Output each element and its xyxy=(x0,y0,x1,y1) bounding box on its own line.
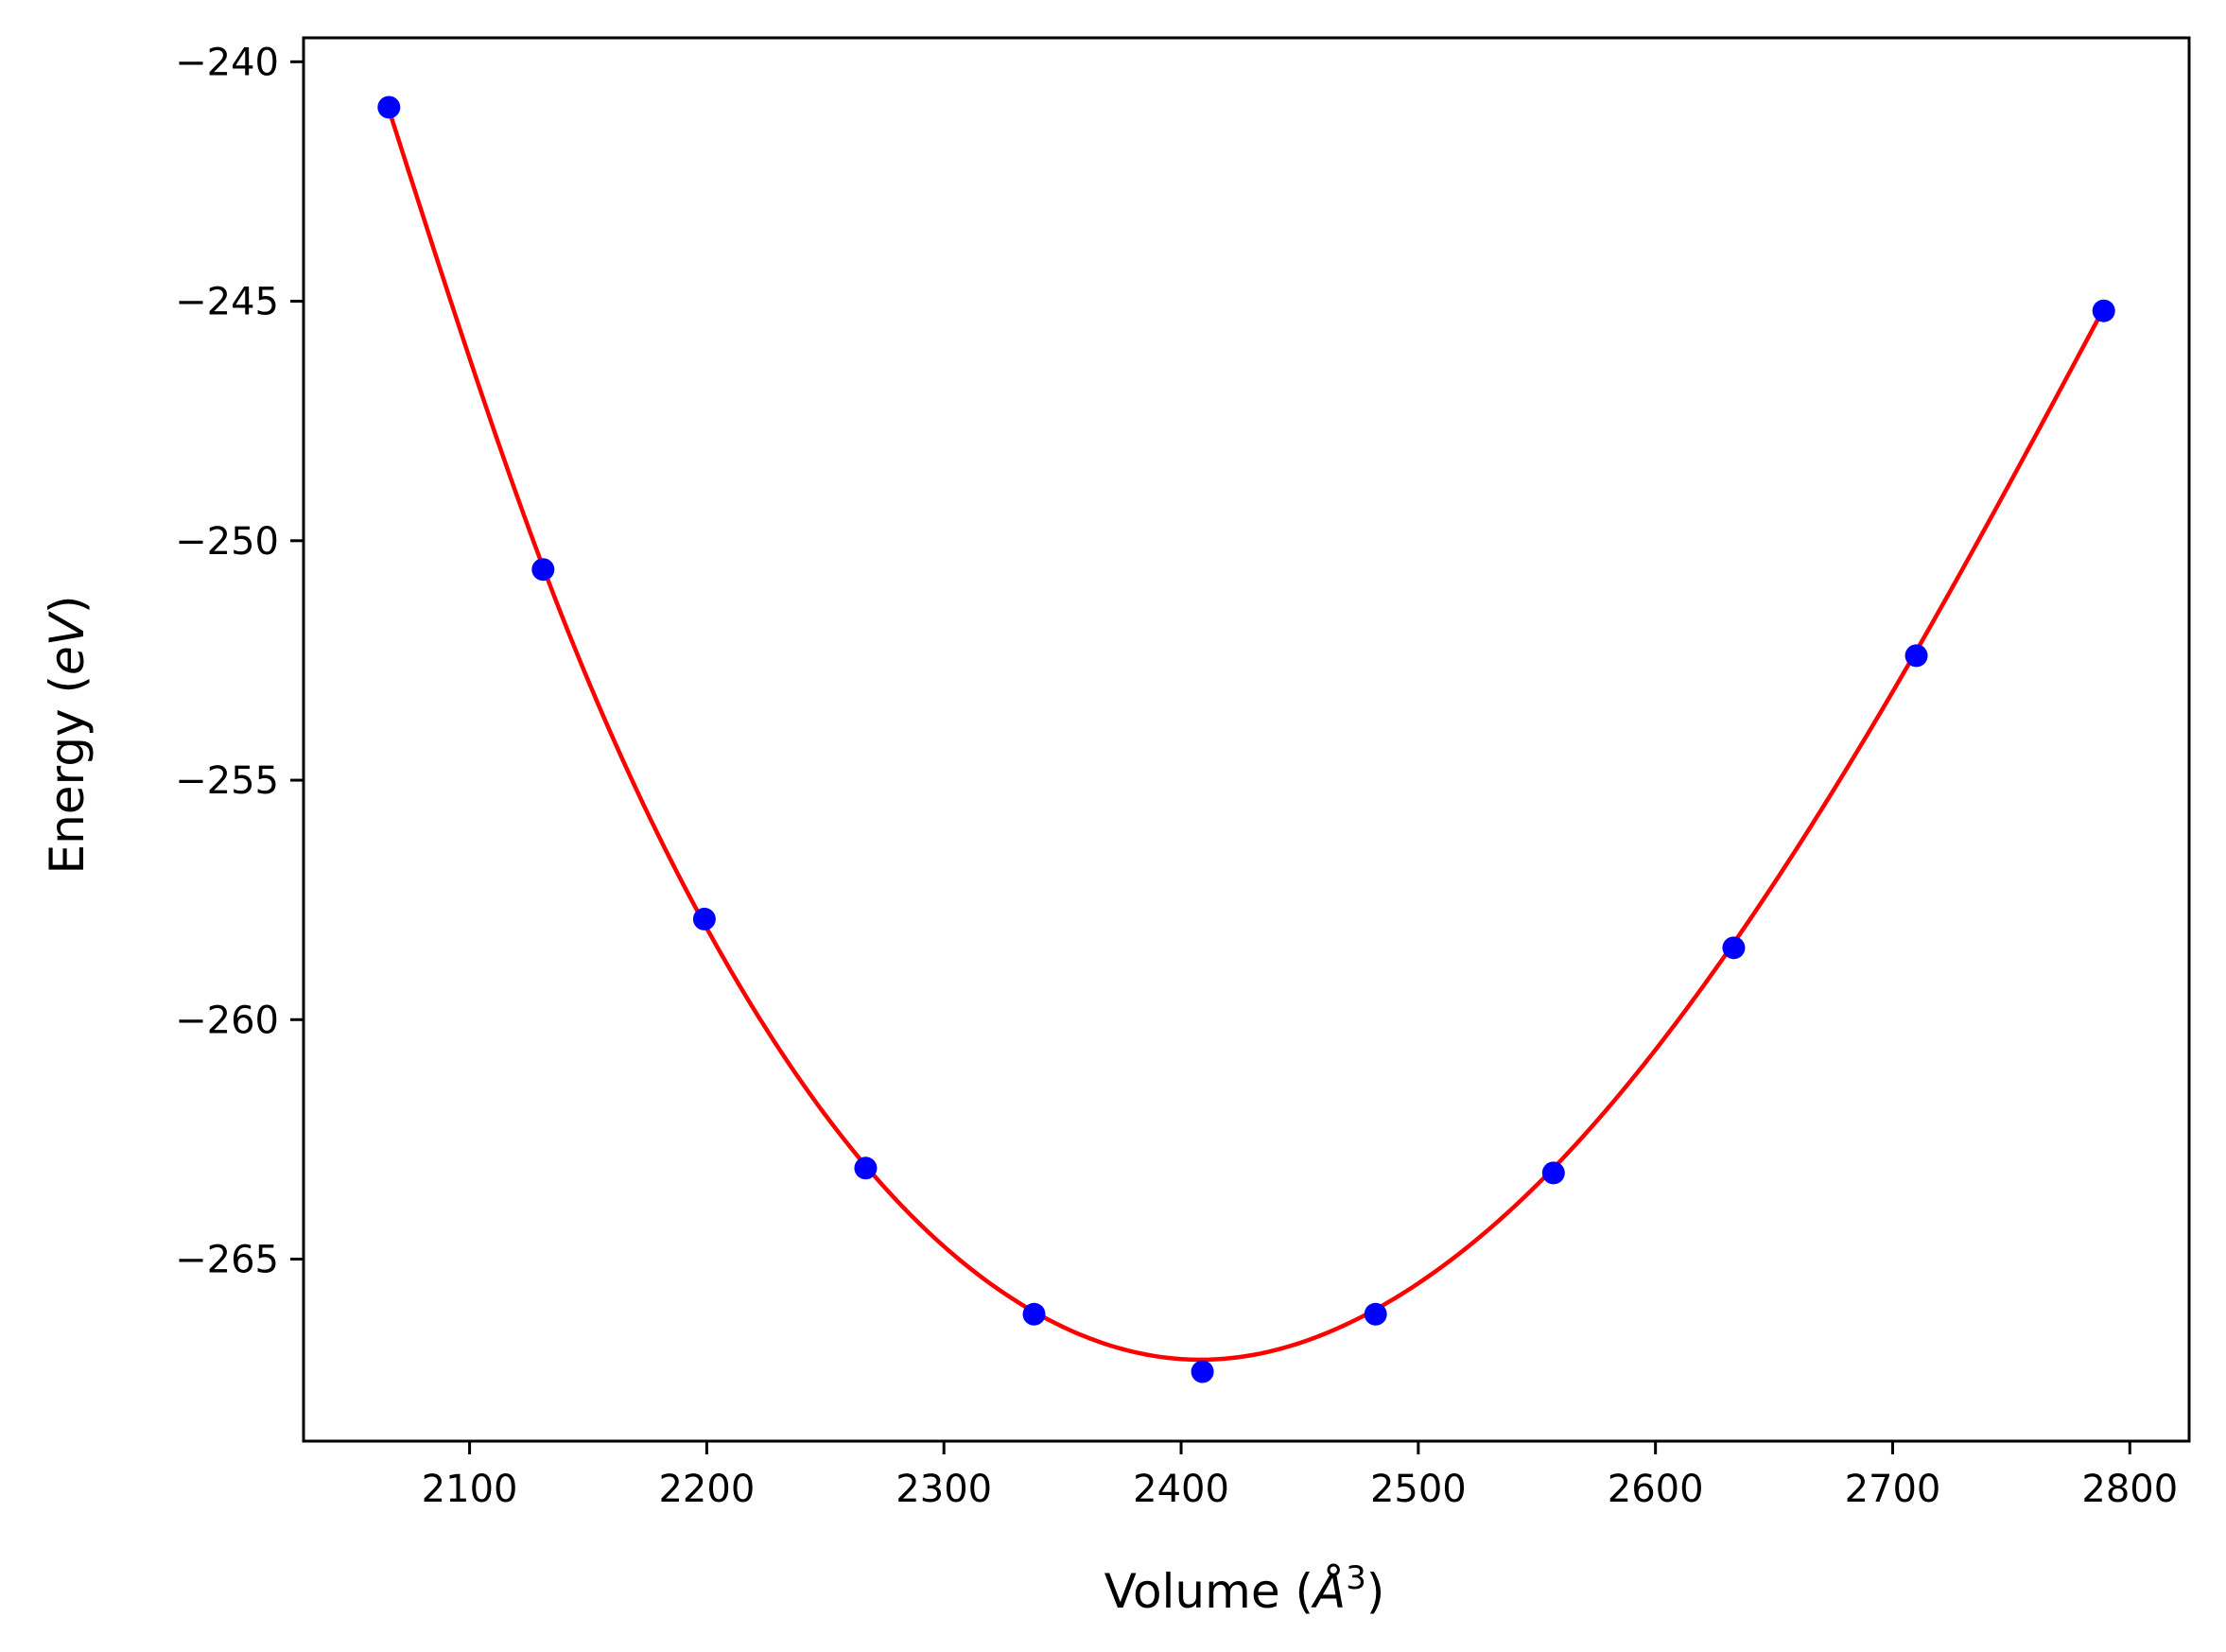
data-point xyxy=(2092,299,2115,322)
data-point xyxy=(1022,1302,1046,1326)
y-axis-ticks: −240 −245 −250 −255 −260 −265 xyxy=(175,41,304,1282)
x-axis-title-close: ) xyxy=(1366,1564,1385,1619)
fit-curve xyxy=(387,109,2106,1363)
x-tick-label: 2800 xyxy=(2081,1468,2178,1511)
y-tick-label: −240 xyxy=(175,41,279,84)
x-tick-label: 2400 xyxy=(1133,1468,1229,1511)
data-point xyxy=(1541,1161,1565,1185)
data-point xyxy=(854,1156,878,1180)
y-tick-label: −255 xyxy=(175,759,279,803)
data-point xyxy=(1191,1360,1214,1383)
plot-frame xyxy=(302,36,2191,1443)
y-axis-title: Energy (eV) xyxy=(40,596,95,875)
x-tick-label: 2700 xyxy=(1845,1468,1941,1511)
y-tick-label: −250 xyxy=(175,520,279,564)
x-axis-title-exponent: 3 xyxy=(1346,1559,1366,1597)
y-tick-label: −265 xyxy=(175,1239,279,1282)
x-tick-label: 2100 xyxy=(422,1468,518,1511)
data-point xyxy=(1364,1302,1387,1326)
fit-curve-layer xyxy=(387,109,2106,1363)
y-axis-title-text: Energy ( xyxy=(40,675,95,874)
data-point xyxy=(1722,936,1746,960)
x-tick-label: 2200 xyxy=(658,1468,755,1511)
x-axis-title-text: Volume ( xyxy=(1104,1564,1313,1619)
x-axis-title-symbol: Å xyxy=(1311,1564,1346,1619)
data-point xyxy=(531,558,555,582)
data-point xyxy=(377,96,401,119)
data-point xyxy=(692,907,716,930)
x-axis-title: Volume (Å3) xyxy=(1104,1559,1385,1619)
data-points-layer xyxy=(377,96,2115,1383)
x-tick-label: 2500 xyxy=(1370,1468,1467,1511)
y-axis-title-unit: eV xyxy=(40,610,95,675)
x-tick-label: 2300 xyxy=(896,1468,992,1511)
data-point xyxy=(1904,644,1928,668)
y-tick-label: −245 xyxy=(175,281,279,324)
x-tick-label: 2600 xyxy=(1608,1468,1704,1511)
y-tick-label: −260 xyxy=(175,999,279,1042)
y-axis-title-close: ) xyxy=(40,596,95,615)
x-axis-ticks: 2100 2200 2300 2400 2500 2600 2700 2800 xyxy=(422,1441,2178,1511)
